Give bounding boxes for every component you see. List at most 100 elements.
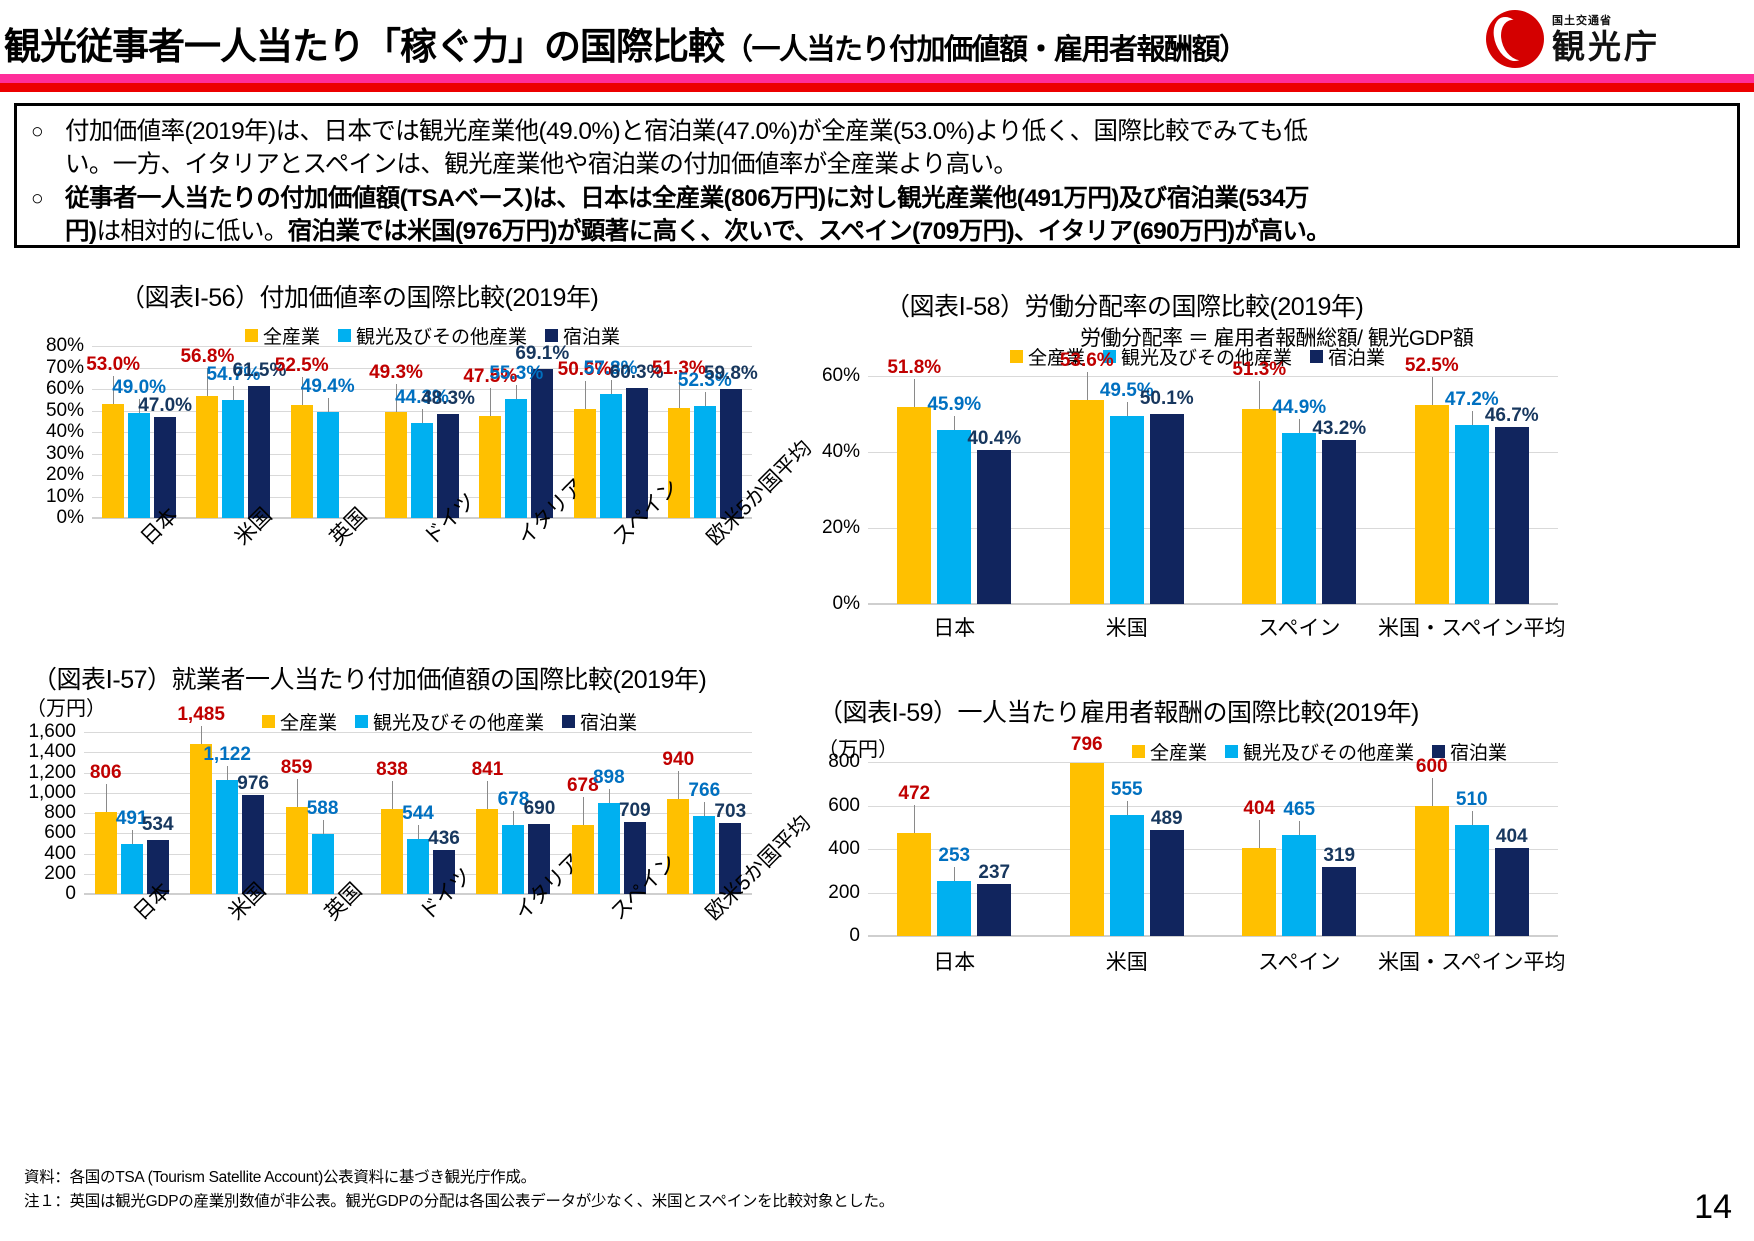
leader-line [327,397,329,412]
data-label-fig-I-58-2-2: 43.2% [1312,417,1367,439]
legend-swatch-icon [355,715,369,728]
footer-note-1: 注１：英国は観光GDPの産業別数値が非公表。観光GDPの分配は各国公表データが少… [24,1193,894,1210]
legend-item-1: 観光及びその他産業 [1103,343,1292,370]
legend-label: 全産業 [1028,348,1086,369]
chart-unit-fig-I-59: （万円） [818,739,898,761]
y-axis-tick: 800 [828,751,860,772]
data-label-fig-I-56-2-1: 49.4% [300,375,355,397]
y-axis-tick: 80% [45,335,84,356]
bar-fig-I-59-0-1 [937,880,972,936]
leader-line [1471,811,1473,826]
gridline [84,732,752,733]
bar-fig-I-57-5-1 [597,803,620,894]
bar-fig-I-57-6-2 [719,822,742,894]
data-label-fig-I-58-1-1: 49.5% [1099,379,1154,401]
leader-line [1431,376,1433,405]
header-accent-pink [0,74,1754,83]
leader-line [678,379,680,408]
legend-swatch-icon [545,329,559,342]
gridline [868,849,1558,850]
data-label-fig-I-57-0-0: 806 [89,762,122,784]
legend-item-1: 観光及びその他産業 [1225,738,1414,765]
bar-fig-I-57-2-0 [285,807,308,894]
legend-item-0: 全産業 [245,322,320,349]
data-label-fig-I-59-3-0: 600 [1415,755,1448,777]
summary-b2-line2a: 円) [65,217,97,245]
legend-item-1: 観光及びその他産業 [338,322,527,349]
gridline [84,792,752,794]
bar-fig-I-58-3-1 [1454,424,1489,604]
bar-fig-I-57-1-0 [190,743,213,894]
bar-fig-I-58-3-2 [1494,426,1529,604]
bar-fig-I-57-1-2 [242,795,265,894]
bar-fig-I-58-2-2 [1322,439,1357,604]
data-label-fig-I-57-5-2: 709 [618,800,651,822]
data-label-fig-I-58-2-0: 51.3% [1232,359,1287,381]
legend-label: 観光及びその他産業 [373,713,545,734]
y-axis-tick: 400 [828,838,860,859]
chart-title-fig-I-59: （図表Ⅰ-59）一人当たり雇用者報酬の国際比較(2019年) [818,699,1419,727]
bar-fig-I-59-2-1 [1282,834,1317,936]
y-axis-tick: 0 [65,883,76,904]
y-axis-tick: 40% [821,441,860,462]
leader-line [704,391,706,406]
leader-line [1431,777,1433,806]
data-label-fig-I-59-3-1: 510 [1455,789,1488,811]
leader-line [113,376,115,405]
bar-fig-I-59-1-2 [1149,829,1184,936]
bar-fig-I-57-5-2 [623,822,646,894]
legend-item-2: 宿泊業 [1432,738,1507,765]
x-axis-label: 日本 [933,951,976,974]
logo-agency-label: 観光庁 [1552,27,1660,65]
y-axis-tick: 1,000 [28,781,76,803]
chart-unit-fig-I-57: （万円） [26,698,106,720]
summary-b2-line2c: 宿泊業では米国(976万円)が顕著に高く、次いで、スペイン(709万円)、イタリ… [287,217,1331,245]
data-label-fig-I-59-1-2: 489 [1150,807,1183,829]
y-axis-tick: 0% [832,593,860,614]
legend-label: 全産業 [263,327,321,348]
logo-ministry-label: 国土交通省 [1552,14,1612,27]
x-axis-label: スペイン [1257,617,1341,640]
bar-fig-I-56-2-1 [316,411,339,518]
summary-b1-line2: い。一方、イタリアとスペインは、観光産業他や宿泊業の付加価値率が全産業より高い。 [65,150,1018,178]
page-title-sub: （一人当たり付加価値額・雇用者報酬額） [724,34,1248,66]
bar-fig-I-58-0-0 [897,407,932,604]
legend-swatch-icon [1103,350,1117,363]
legend-swatch-icon [245,329,258,342]
leader-line [1259,820,1261,849]
bar-fig-I-58-1-1 [1109,415,1144,604]
bar-fig-I-56-5-0 [573,409,596,518]
summary-box: ○ 付加価値率(2019年)は、日本では観光産業他(49.0%)と宿泊業(47.… [14,103,1740,248]
leader-line [487,780,489,809]
bar-fig-I-58-3-0 [1414,404,1449,604]
leader-line [584,381,586,410]
x-axis-line [868,603,1558,605]
legend-label: 観光及びその他産業 [356,327,528,348]
footer-source: 資料：各国のTSA (Tourism Satellite Account)公表資… [24,1169,536,1186]
data-label-fig-I-57-1-1: 1,122 [203,744,251,766]
bar-fig-I-59-0-2 [977,884,1012,936]
gridline [868,762,1558,763]
data-label-fig-I-58-1-0: 53.6% [1059,350,1114,372]
bar-fig-I-56-3-1 [411,422,433,518]
data-label-fig-I-56-5-1: 57.8% [583,357,638,379]
y-axis-tick: 60% [821,365,860,386]
bar-fig-I-59-3-1 [1454,825,1489,936]
leader-line [1299,419,1301,434]
data-label-fig-I-57-1-2: 976 [237,773,269,795]
data-label-fig-I-57-6-0: 940 [662,748,695,770]
leader-line [1259,381,1261,410]
data-label-fig-I-57-6-1: 766 [688,780,721,802]
gridline [92,346,752,347]
legend-label: 宿泊業 [1328,348,1386,369]
y-axis-tick: 200 [44,862,76,884]
bar-fig-I-58-1-0 [1069,400,1104,604]
data-label-fig-I-56-2-0: 52.5% [274,355,329,377]
bar-fig-I-56-4-1 [505,399,528,518]
bar-fig-I-56-1-0 [196,395,219,518]
bullet-marker-icon: ○ [31,120,44,143]
y-axis-tick: 400 [44,842,76,864]
data-label-fig-I-59-3-2: 404 [1495,826,1528,848]
data-label-fig-I-56-5-0: 50.6% [557,359,612,381]
